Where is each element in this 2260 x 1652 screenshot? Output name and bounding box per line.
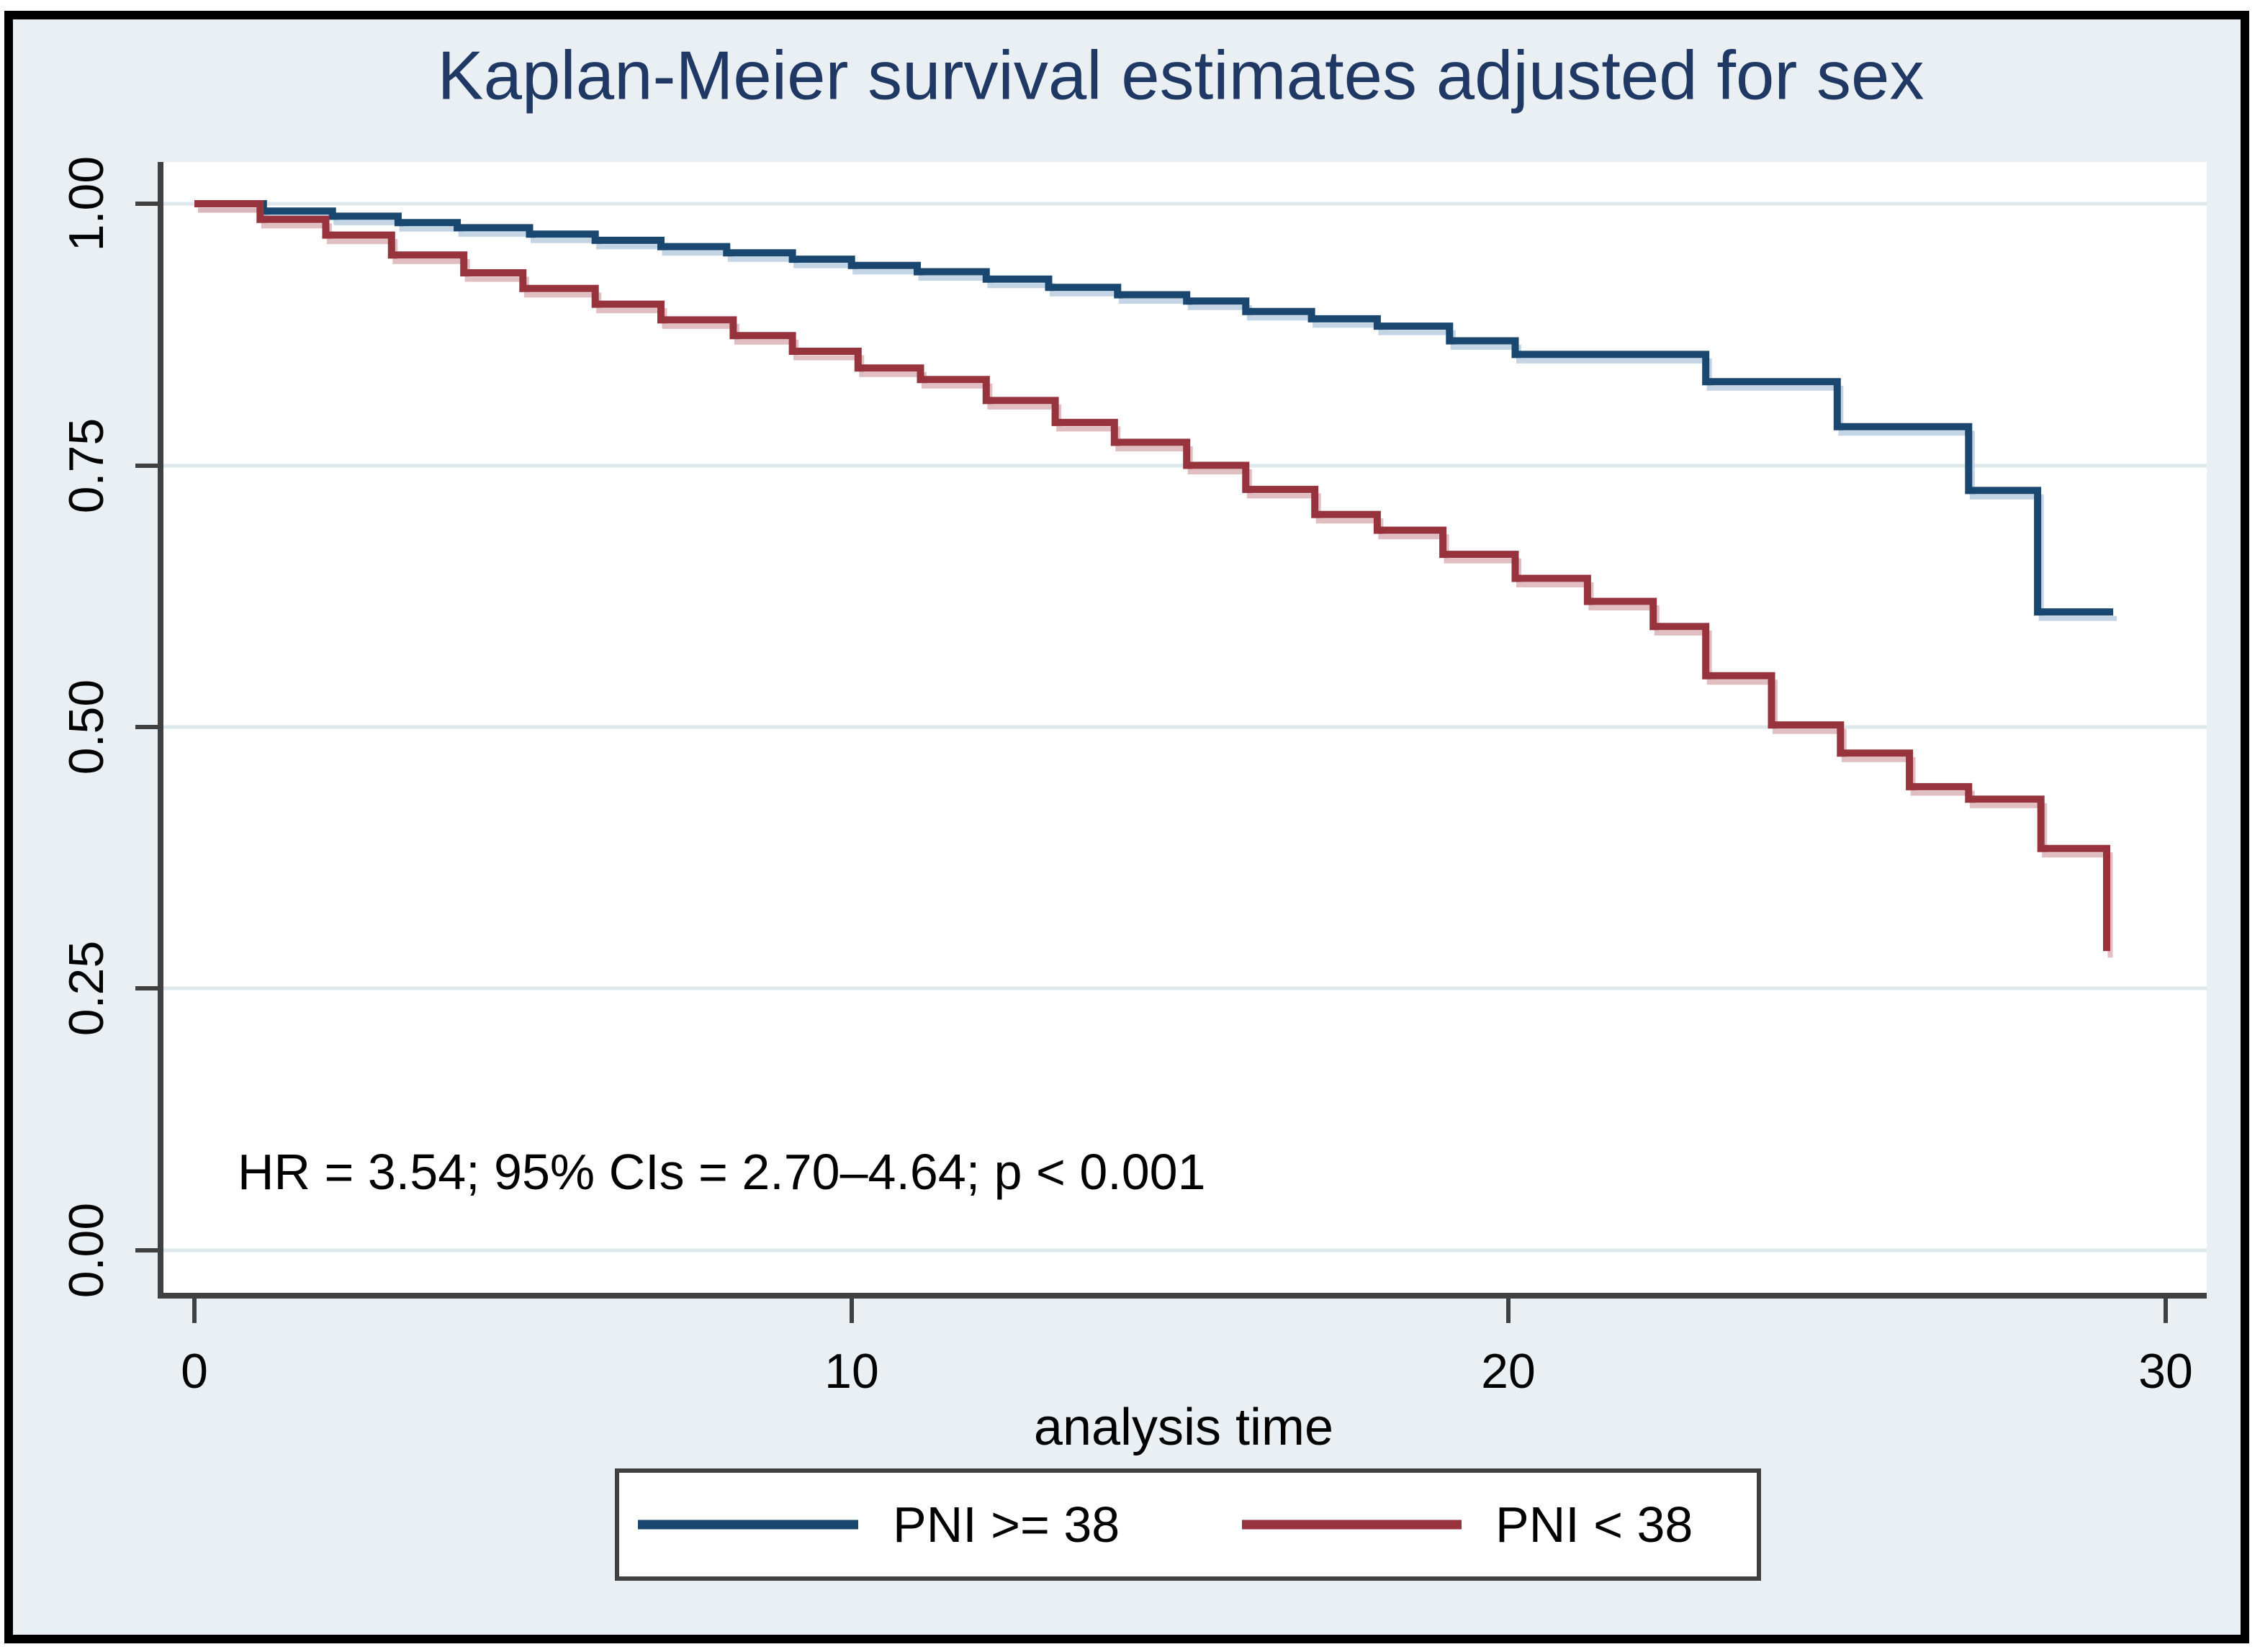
legend: PNI >= 38 PNI < 38 <box>615 1468 1761 1581</box>
y-tick-label: 0.00 <box>59 1203 114 1298</box>
km-curve-low-pni <box>194 200 2110 952</box>
legend-label-high-pni: PNI >= 38 <box>893 1497 1120 1553</box>
y-ticks <box>135 202 161 1252</box>
y-tick-label: 0.75 <box>59 418 114 513</box>
x-tick-label: 10 <box>824 1344 879 1399</box>
y-tick-labels: 1.00 0.75 0.50 0.25 0.00 <box>59 156 114 1298</box>
x-tick-label: 30 <box>2138 1344 2193 1399</box>
y-tick-label: 1.00 <box>59 156 114 251</box>
x-tick-label: 20 <box>1481 1344 1536 1399</box>
hazard-ratio-annotation: HR = 3.54; 95% CIs = 2.70–4.64; p < 0.00… <box>238 1144 1206 1200</box>
chart-title: Kaplan-Meier survival estimates adjusted… <box>438 37 1924 114</box>
x-tick-labels: 0 10 20 30 <box>181 1344 2193 1399</box>
y-tick-label: 0.25 <box>59 941 114 1036</box>
x-axis-title: analysis time <box>1034 1399 1333 1456</box>
legend-label-low-pni: PNI < 38 <box>1495 1497 1693 1553</box>
km-curve-high-pni <box>194 200 2114 616</box>
x-ticks <box>192 1296 2168 1323</box>
y-tick-label: 0.50 <box>59 680 114 775</box>
x-tick-label: 0 <box>181 1344 208 1399</box>
km-curve-high-pni-shadow <box>198 207 2117 621</box>
